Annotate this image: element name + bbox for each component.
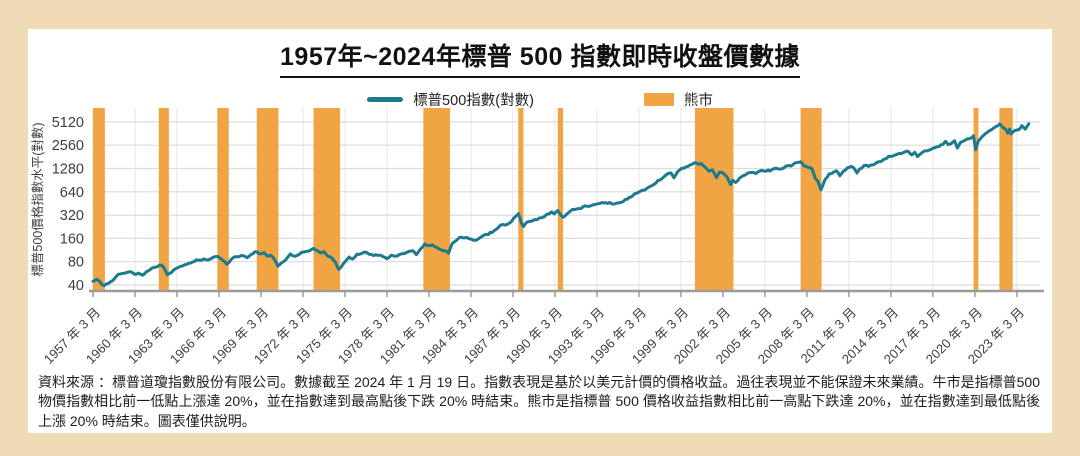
svg-text:640: 640 [60,185,84,201]
svg-text:80: 80 [68,255,84,271]
svg-text:5120: 5120 [52,115,84,131]
svg-text:160: 160 [60,231,84,247]
svg-text:2560: 2560 [52,138,84,154]
legend-item-bear: 熊市 [643,89,713,110]
source-note: 資料來源 ：標普道瓊指數股份有限公司。數據截至 2024 年 1 月 19 日。… [38,374,1040,429]
svg-text:320: 320 [60,208,84,224]
legend-item-series: 標普500指數(對數) [367,89,534,110]
bear-market-swatch-icon [643,93,674,106]
series-legend-label: 標普500指數(對數) [413,93,534,109]
svg-text:40: 40 [68,278,84,294]
svg-text:標普500價格指數水平(對數): 標普500價格指數水平(對數) [30,122,45,276]
chart-card: 1957年~2024年標普 500 指數即時收盤價數據 標普500指數(對數) … [28,29,1052,433]
series-line-swatch-icon [367,97,404,102]
bear-legend-label: 熊市 [683,93,713,109]
chart-title: 1957年~2024年標普 500 指數即時收盤價數據 [28,29,1052,78]
svg-text:1280: 1280 [52,162,84,178]
legend: 標普500指數(對數) 熊市 [28,89,1052,110]
